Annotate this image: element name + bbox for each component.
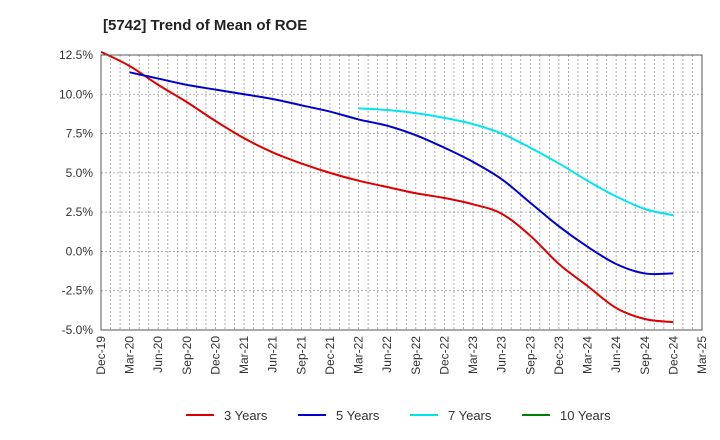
x-tick-label: Mar-23 (466, 336, 480, 374)
series-line-3-years (100, 50, 674, 324)
y-axis-ticks: 12.5% 10.0% 7.5% 5.0% 2.5% 0.0% -2.5% -5.0% (59, 48, 93, 337)
y-tick-label: 0.0% (66, 244, 94, 258)
y-tick-label: 7.5% (66, 127, 94, 141)
series-line-7-years (358, 107, 674, 217)
x-tick-label: Sep-20 (180, 336, 194, 375)
y-tick-label: 10.0% (59, 87, 93, 101)
x-tick-label: Dec-21 (323, 336, 337, 375)
y-tick-label: 5.0% (66, 166, 94, 180)
legend-label-3-years: 3 Years (224, 408, 268, 423)
x-tick-label: Mar-24 (581, 336, 595, 374)
x-tick-label: Jun-22 (380, 336, 394, 373)
x-tick-label: Jun-23 (495, 336, 509, 373)
x-tick-label: Dec-23 (552, 336, 566, 375)
x-tick-label: Dec-22 (437, 336, 451, 375)
legend-label-5-years: 5 Years (336, 408, 380, 423)
legend-label-10-years: 10 Years (560, 408, 611, 423)
x-tick-label: Jun-20 (151, 336, 165, 373)
x-tick-label: Jun-24 (609, 336, 623, 373)
y-tick-label: -2.5% (62, 284, 94, 298)
x-tick-label: Mar-21 (237, 336, 251, 374)
x-tick-label: Jun-21 (266, 336, 280, 373)
series-line-5-years (129, 71, 674, 276)
x-tick-label: Mar-20 (123, 336, 137, 374)
y-tick-label: 2.5% (66, 205, 94, 219)
y-tick-label: 12.5% (59, 48, 93, 62)
legend-label-7-years: 7 Years (448, 408, 492, 423)
grid (101, 54, 702, 331)
x-tick-label: Mar-22 (352, 336, 366, 374)
y-tick-label: -5.0% (62, 323, 94, 337)
x-tick-label: Dec-24 (666, 336, 680, 375)
x-tick-label: Sep-21 (294, 336, 308, 375)
x-tick-label: Dec-19 (94, 336, 108, 375)
series-lines (100, 50, 674, 324)
x-tick-label: Dec-20 (208, 336, 222, 375)
plot-frame (100, 54, 703, 331)
chart-title: [5742] Trend of Mean of ROE (103, 17, 307, 34)
x-tick-label: Mar-25 (695, 336, 709, 374)
x-tick-label: Sep-24 (638, 336, 652, 375)
legend: 3 Years 5 Years 7 Years 10 Years (186, 408, 611, 423)
x-axis-ticks: Dec-19 Mar-20 Jun-20 Sep-20 Dec-20 Mar-21 Jun-… (94, 336, 709, 375)
x-tick-label: Sep-22 (409, 336, 423, 375)
x-tick-label: Sep-23 (523, 336, 537, 375)
